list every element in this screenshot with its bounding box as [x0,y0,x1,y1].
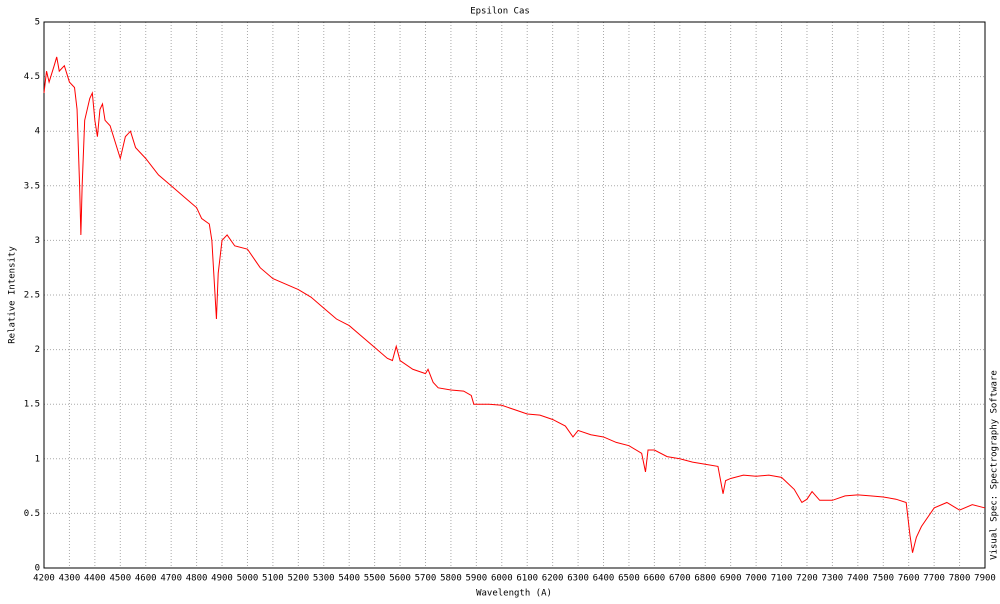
x-tick-label: 5900 [466,574,488,584]
chart-title: Epsilon Cas [470,7,530,17]
x-tick-label: 6500 [618,574,640,584]
x-tick-label: 6200 [542,574,564,584]
x-tick-label: 7500 [872,574,894,584]
y-tick-label: 0 [35,564,40,574]
x-tick-label: 7100 [771,574,793,584]
x-tick-label: 4900 [211,574,233,584]
x-tick-label: 4700 [160,574,182,584]
x-tick-label: 5100 [262,574,284,584]
x-tick-label: 6600 [644,574,666,584]
x-tick-label: 5700 [415,574,437,584]
x-tick-label: 4200 [33,574,55,584]
x-tick-label: 5000 [237,574,259,584]
x-tick-label: 6900 [720,574,742,584]
x-tick-label: 7000 [745,574,767,584]
y-tick-label: 3 [35,236,40,246]
y-tick-label: 1 [35,454,40,464]
x-tick-label: 6000 [491,574,513,584]
x-tick-label: 7200 [796,574,818,584]
y-tick-label: 4 [35,127,40,137]
x-tick-label: 7600 [898,574,920,584]
y-tick-label: 3.5 [24,181,40,191]
y-axis-label: Relative Intensity [8,246,18,344]
x-tick-label: 5800 [440,574,462,584]
plot-frame [43,21,986,569]
x-tick-label: 7300 [822,574,844,584]
x-axis-label: Wavelength (A) [476,589,552,599]
x-tick-label: 6800 [694,574,716,584]
x-tick-label: 5400 [338,574,360,584]
credit: Visual Spec: Spectrography Software [990,370,1000,560]
x-tick-label: 4300 [59,574,81,584]
x-tick-label: 5200 [287,574,309,584]
y-tick-label: 5 [35,18,40,28]
y-tick-label: 1.5 [24,400,40,410]
x-tick-label: 6700 [669,574,691,584]
x-tick-label: 5600 [389,574,411,584]
x-tick-label: 4600 [135,574,157,584]
x-tick-label: 6400 [593,574,615,584]
x-tick-label: 4500 [109,574,131,584]
x-tick-label: 4800 [186,574,208,584]
y-tick-label: 2.5 [24,291,40,301]
x-tick-label: 6300 [567,574,589,584]
x-tick-label: 5500 [364,574,386,584]
y-tick-label: 0.5 [24,509,40,519]
y-tick-label: 4.5 [24,72,40,82]
spectrum-line [43,56,986,553]
x-tick-label: 5300 [313,574,335,584]
x-tick-label: 7700 [923,574,945,584]
x-tick-label: 7900 [974,574,996,584]
x-tick-label: 6100 [516,574,538,584]
x-tick-label: 7800 [949,574,971,584]
y-tick-label: 2 [35,345,40,355]
x-tick-label: 4400 [84,574,106,584]
x-tick-label: 7400 [847,574,869,584]
